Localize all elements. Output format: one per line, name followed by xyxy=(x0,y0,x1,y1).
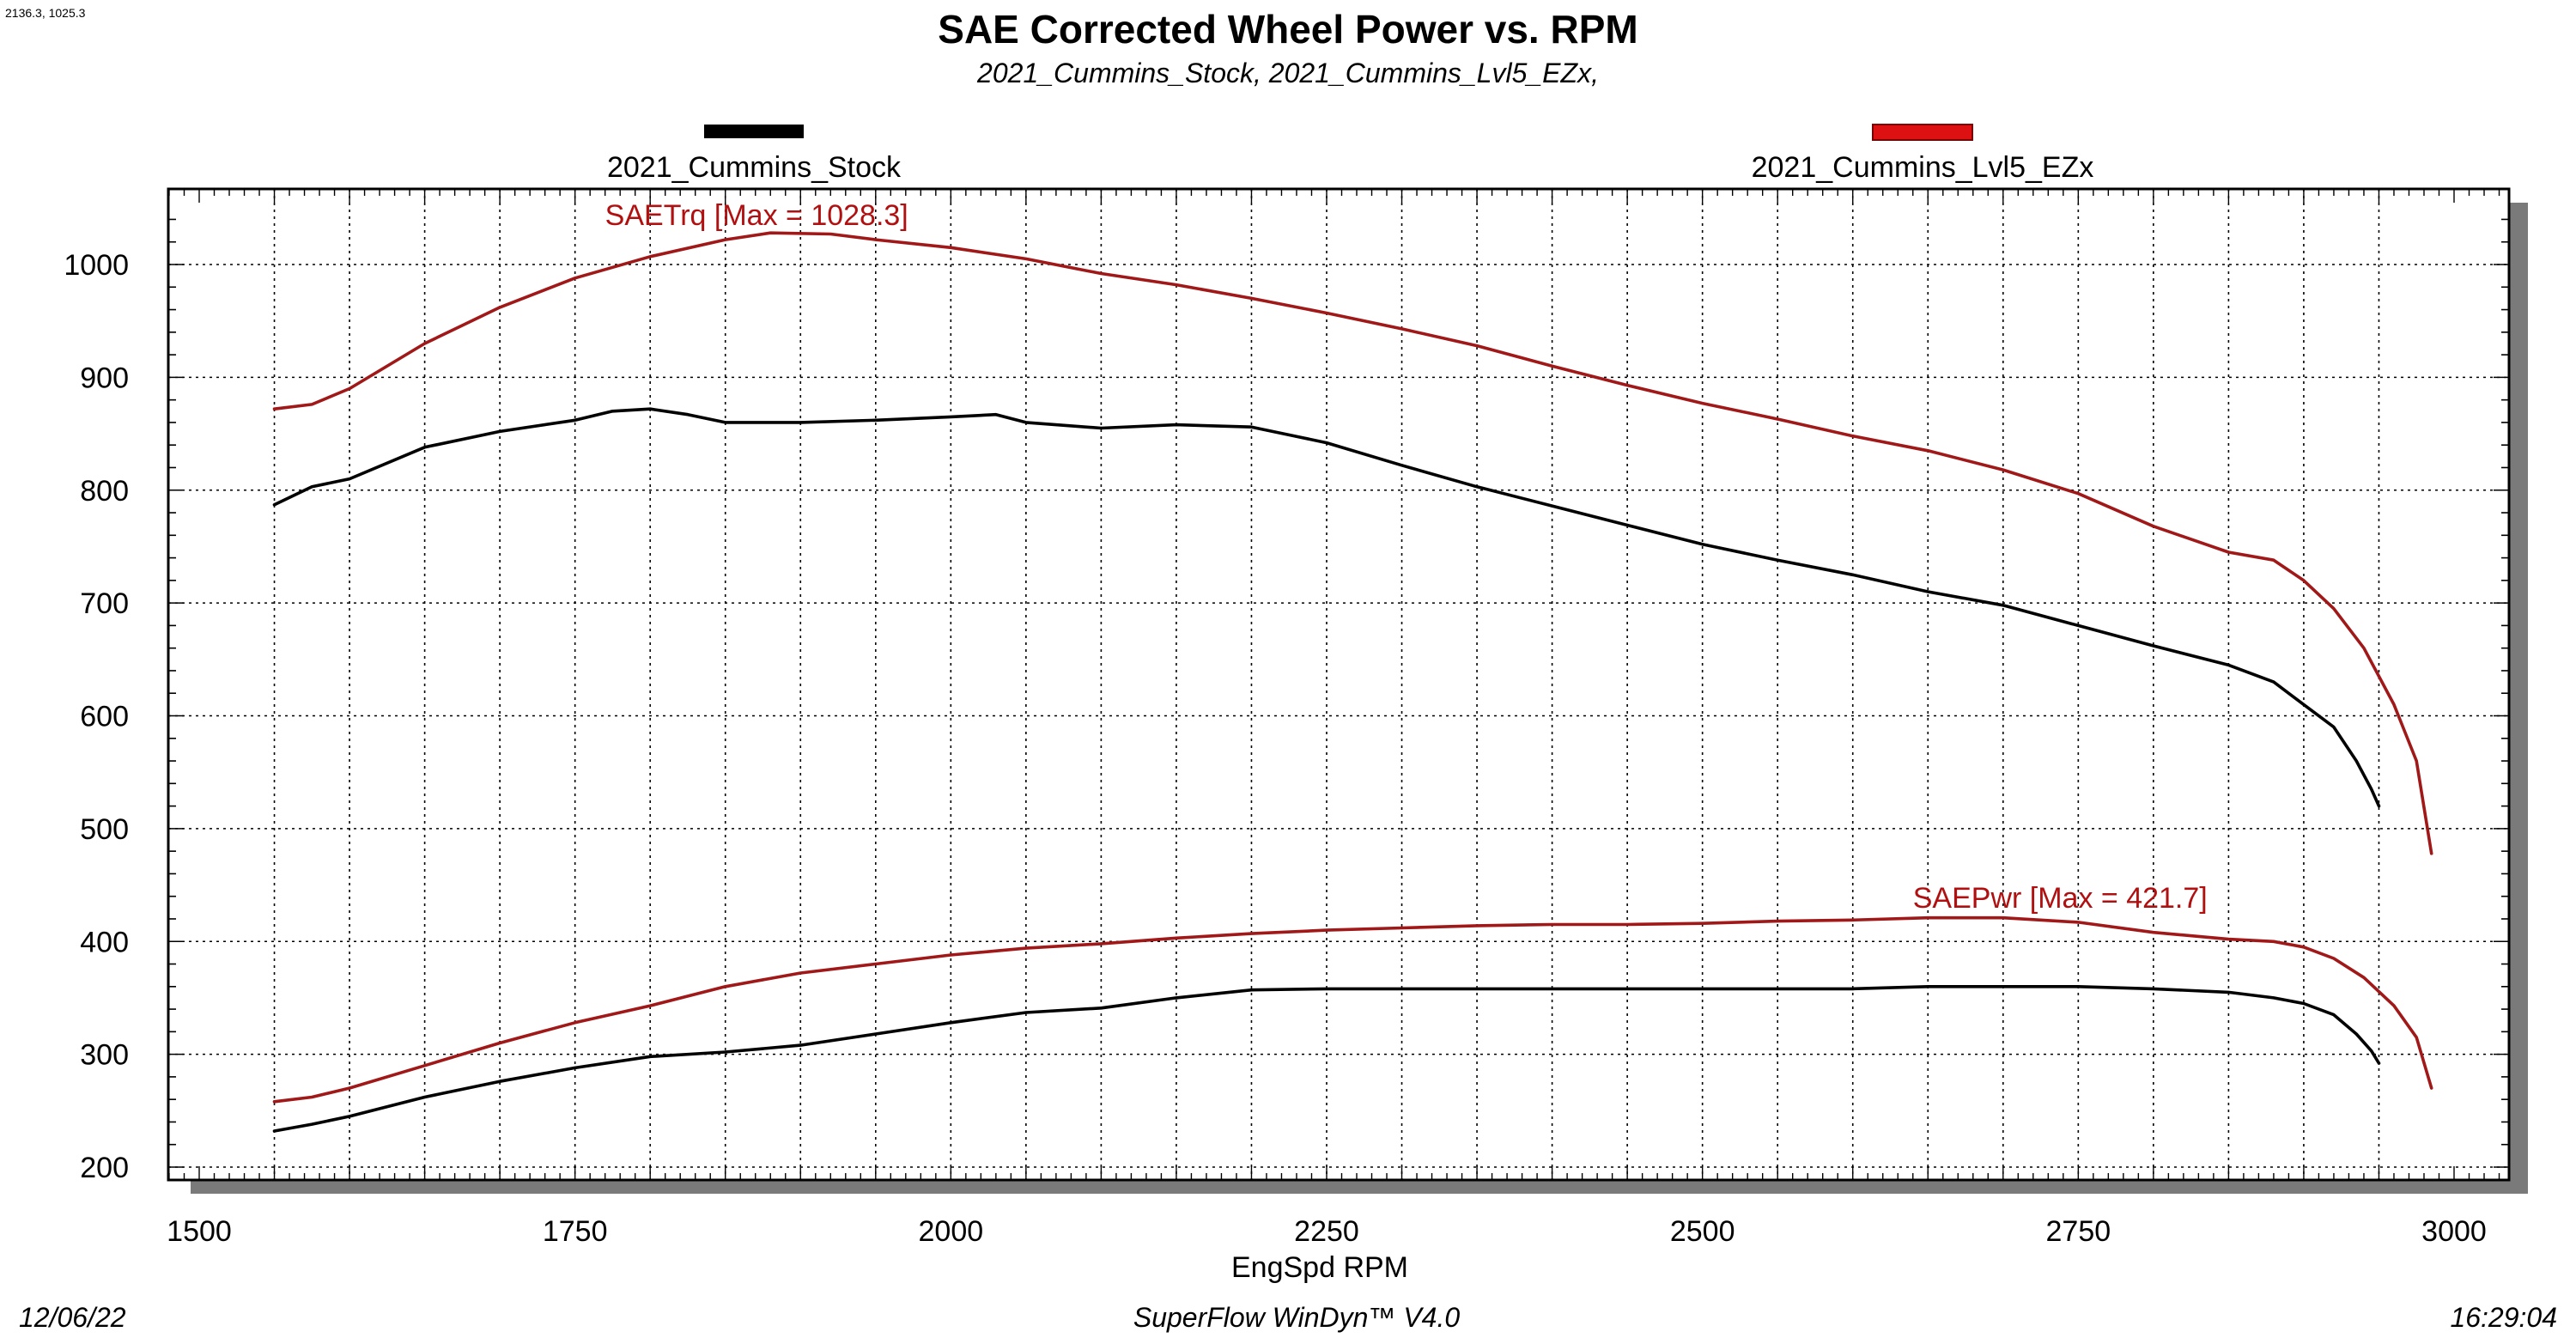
legend-label-stock: 2021_Cummins_Stock xyxy=(607,151,902,184)
series-line-2 xyxy=(272,915,2433,1104)
x-axis-ticks: 1500 1750 2000 2250 2500 2750 3000 xyxy=(167,1215,2487,1248)
y-tick-label: 900 xyxy=(80,362,129,394)
legend-swatch-stock xyxy=(704,125,804,138)
x-tick-label: 1500 xyxy=(167,1215,232,1248)
series-lines xyxy=(272,231,2433,1133)
y-tick-label: 500 xyxy=(80,813,129,846)
y-tick-label: 700 xyxy=(80,587,129,620)
footer-time: 16:29:04 xyxy=(2450,1302,2557,1333)
y-tick-label: 600 xyxy=(80,701,129,733)
legend-label-lvl5: 2021_Cummins_Lvl5_EZx xyxy=(1752,151,2094,184)
x-tick-label: 2000 xyxy=(919,1215,984,1248)
chart-title: SAE Corrected Wheel Power vs. RPM xyxy=(938,7,1637,52)
annotations: SAETrq [Max = 1028.3] SAEPwr [Max = 421.7… xyxy=(605,199,2208,915)
series-line-0 xyxy=(272,231,2433,855)
series-line-1 xyxy=(272,407,2381,808)
x-axis-label: EngSpd RPM xyxy=(1231,1251,1408,1284)
footer-software: SuperFlow WinDyn™ V4.0 xyxy=(1133,1302,1461,1333)
grid-lines xyxy=(168,189,2509,1180)
y-tick-label: 800 xyxy=(80,475,129,508)
annotation-0: SAETrq [Max = 1028.3] xyxy=(605,199,908,232)
x-tick-label: 3000 xyxy=(2421,1215,2487,1248)
y-tick-label: 300 xyxy=(80,1039,129,1072)
x-tick-label: 2500 xyxy=(1670,1215,1735,1248)
plot-area xyxy=(167,187,2511,1182)
chart-subtitle: 2021_Cummins_Stock, 2021_Cummins_Lvl5_EZ… xyxy=(976,58,1599,88)
y-tick-label: 1000 xyxy=(64,249,129,282)
y-tick-label: 200 xyxy=(80,1152,129,1184)
corner-readout: 2136.3, 1025.3 xyxy=(5,6,86,20)
x-tick-label: 2750 xyxy=(2046,1215,2111,1248)
y-tick-label: 400 xyxy=(80,926,129,958)
footer-date: 12/06/22 xyxy=(19,1302,126,1333)
x-tick-label: 1750 xyxy=(543,1215,608,1248)
legend-swatch-lvl5 xyxy=(1872,124,1973,141)
annotation-1: SAEPwr [Max = 421.7] xyxy=(1913,882,2208,915)
x-tick-label: 2250 xyxy=(1294,1215,1359,1248)
series-line-3 xyxy=(272,985,2381,1133)
y-axis-ticks: 200 300 400 500 600 700 800 900 1000 xyxy=(64,249,129,1184)
